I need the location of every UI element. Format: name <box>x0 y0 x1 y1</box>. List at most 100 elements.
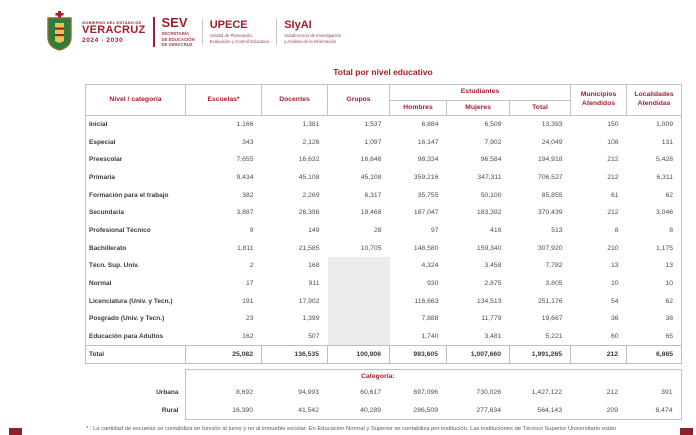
cell-total-estudiantes: 251,176 <box>537 297 563 305</box>
table-row: Posgrado (Univ. y Tecn.) 23 1,399 7,888 … <box>85 310 683 328</box>
row-label: Preescolar <box>85 150 186 169</box>
cell-hombres: 16,147 <box>417 138 439 146</box>
cell-grupos <box>327 274 390 293</box>
cell-localidades: 1,175 <box>626 239 683 257</box>
cell-hombres: 187,047 <box>413 209 439 217</box>
col-header-docentes: Docentes <box>261 84 328 116</box>
table-row: Bachillerato 1,811 21,585 10,705 148,580… <box>85 239 683 257</box>
sev-subtitle: SECRETARÍA DE EDUCACIÓN DE VERACRUZ <box>161 30 195 48</box>
table-row: Profesional Técnico 9 149 28 97 416 513 … <box>85 221 683 240</box>
row-label: Licenciatura (Univ. y Tecn.) <box>85 292 186 311</box>
categoria-row-label: Rural <box>161 407 179 414</box>
cell-docentes: 21,585 <box>298 244 320 252</box>
cell-grupos <box>327 327 390 346</box>
cell-total-estudiantes: 1,427,122 <box>531 389 562 396</box>
col-header-localidades: Localidades Atendidas <box>626 84 683 116</box>
table-row: Especial 343 2,126 1,097 16,147 7,902 24… <box>85 133 683 151</box>
col-header-hombres: Hombres <box>389 100 447 116</box>
cell-localidades: 391 <box>626 383 682 402</box>
cell-hombres: 35,755 <box>417 191 439 199</box>
cell-escuelas: 3,887 <box>236 209 254 217</box>
cell-escuelas: 17 <box>245 280 254 288</box>
cell-hombres: 6,884 <box>421 121 439 129</box>
cell-escuelas: 9 <box>249 226 254 234</box>
cell-escuelas: 8,692 <box>184 383 261 402</box>
education-levels-table: Nivel / categoría Escuelas* Docentes Gru… <box>85 84 683 364</box>
cell-hombres: 98,334 <box>417 156 439 164</box>
cell-municipios: 60 <box>610 332 619 340</box>
categoria-row: Rural 16,390 41,542 40,289 286,509 277,6… <box>85 401 682 420</box>
row-label: Inicial <box>85 115 186 134</box>
categoria-row-label: Urbana <box>156 389 179 396</box>
divider <box>152 17 155 47</box>
cell-localidades: 62 <box>626 186 683 204</box>
gobierno-veracruz-logo: GOBIERNO DEL ESTADO DE VERACRUZ 2024 - 2… <box>82 20 146 44</box>
cell-localidades: 10 <box>626 274 683 293</box>
cell-municipios: 13 <box>610 262 619 270</box>
cell-escuelas: 162 <box>242 332 254 340</box>
cell-mujeres: 96,584 <box>480 156 502 164</box>
col-group-header-estudiantes: Estudiantes <box>388 84 572 101</box>
table-row: Secundaria 3,887 26,398 19,468 187,047 1… <box>85 203 683 222</box>
cell-docentes: 94,993 <box>298 389 319 396</box>
table-row: Técn. Sup. Univ. 2 168 4,324 3,458 7,782… <box>85 257 683 275</box>
cell-total-estudiantes: 3,805 <box>545 280 563 288</box>
cell-total-estudiantes: 513 <box>551 226 563 234</box>
table-row: Inicial 1,166 1,381 1,537 6,884 6,509 13… <box>85 115 683 134</box>
row-label: Profesional Técnico <box>85 221 186 240</box>
upece-acronym: UPECE <box>209 18 248 31</box>
cell-hombres: 1,740 <box>421 332 439 340</box>
cell-docentes: 2,269 <box>302 191 320 199</box>
total-municipios: 212 <box>570 344 628 364</box>
cell-localidades: 62 <box>626 292 683 311</box>
veracruz-coat-of-arms-icon <box>47 11 72 51</box>
total-row: Total 25,082 136,535 100,906 983,605 1,0… <box>85 344 683 364</box>
cell-grupos <box>327 257 390 275</box>
total-estudiantes: 1,991,265 <box>508 344 572 364</box>
cell-total-estudiantes: 706,527 <box>537 173 563 181</box>
total-docentes: 136,535 <box>261 344 328 364</box>
row-label: Normal <box>85 274 186 293</box>
cell-mujeres: 347,311 <box>477 173 502 181</box>
cell-docentes: 168 <box>308 262 320 270</box>
cell-hombres: 930 <box>427 280 439 288</box>
table-row: Educación para Adultos 162 507 1,740 3,4… <box>85 327 683 346</box>
cell-hombres: 286,509 <box>389 401 446 420</box>
page-corner-mark-left <box>9 428 22 435</box>
cell-total-estudiantes: 13,393 <box>541 121 563 129</box>
cell-municipios: 212 <box>606 389 618 396</box>
cell-hombres: 359,216 <box>413 173 439 181</box>
total-mujeres: 1,007,660 <box>446 344 510 364</box>
cell-grupos: 40,289 <box>327 401 389 420</box>
row-label: Formación para el trabajo <box>85 186 186 204</box>
cell-mujeres: 6,509 <box>484 121 502 129</box>
cell-municipios: 150 <box>607 121 619 129</box>
total-label: Total <box>85 344 186 364</box>
cell-docentes: 507 <box>308 332 320 340</box>
divider <box>201 19 203 45</box>
sev-logo: SEV SECRETARÍA DE EDUCACIÓN DE VERACRUZ <box>162 16 195 48</box>
cell-docentes: 16,632 <box>298 156 320 164</box>
row-label: Posgrado (Univ. y Tecn.) <box>85 310 186 328</box>
cell-mujeres: 134,513 <box>476 297 502 305</box>
cell-grupos: 1,097 <box>364 138 382 146</box>
cell-docentes: 149 <box>308 226 320 234</box>
cell-docentes: 41,542 <box>261 401 327 420</box>
cell-mujeres: 183,392 <box>476 209 502 217</box>
cell-docentes: 17,902 <box>298 297 320 305</box>
siyai-subtitle: Subdirección de Investigación y Análisis… <box>284 32 342 44</box>
cell-escuelas: 191 <box>242 297 254 305</box>
row-label: Especial <box>85 133 186 151</box>
cell-municipios: 10 <box>610 280 619 288</box>
table-row: Normal 17 911 930 2,875 3,805 10 10 <box>85 274 683 293</box>
col-header-nivel: Nivel / categoría <box>85 84 186 116</box>
cell-escuelas: 7,655 <box>236 156 254 164</box>
cell-localidades: 6,311 <box>626 168 683 187</box>
brand-header: GOBIERNO DEL ESTADO DE VERACRUZ 2024 - 2… <box>44 9 341 55</box>
state-name: VERACRUZ <box>82 24 146 37</box>
cell-docentes: 1,399 <box>302 315 320 323</box>
cell-grupos: 6,317 <box>364 191 382 199</box>
cell-escuelas: 1,166 <box>236 121 254 129</box>
cell-grupos: 1,537 <box>364 121 382 129</box>
